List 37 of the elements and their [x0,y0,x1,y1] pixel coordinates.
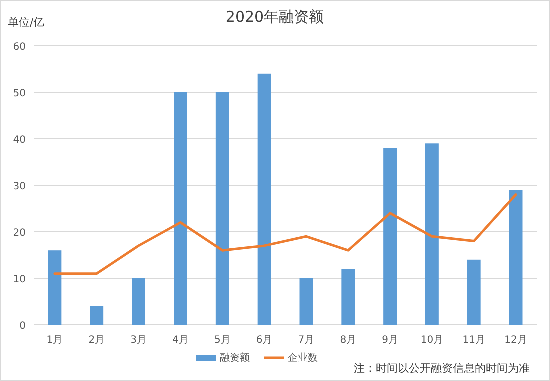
y-tick-label: 30 [13,182,26,192]
bar [90,306,104,325]
bar [300,278,314,325]
y-tick-label: 60 [13,42,26,53]
legend-label: 企业数 [288,352,318,364]
bar [174,92,188,325]
x-tick-label: 12月 [504,335,528,346]
chart-title: 2020年融资额 [226,8,324,26]
bar [467,260,481,325]
bar [216,92,230,325]
text: 注：时间以公开融资信息的时间为准 [354,362,530,375]
legend-label: 融资额 [220,352,250,364]
x-tick-label: 10月 [420,335,444,346]
bar [342,269,356,325]
x-tick-label: 8月 [340,335,357,346]
x-tick-label: 5月 [214,335,231,346]
bar [48,250,62,325]
y-tick-label: 0 [20,321,26,332]
x-tick-label: 9月 [382,335,398,346]
x-tick-label: 3月 [130,335,147,346]
x-tick-label: 11月 [462,335,486,346]
y-tick-label: 50 [13,88,26,100]
y-axis-title: 单位/亿 [8,16,45,29]
x-tick-label: 2月 [88,335,106,346]
bar [384,148,397,325]
bar [132,278,146,325]
y-tick-label: 40 [13,135,26,146]
x-tick-label: 6月 [256,335,273,346]
bar [258,74,272,325]
x-tick-label: 7月 [298,335,315,346]
line-series [54,194,518,276]
y-tick-label: 20 [13,228,26,239]
x-tick-label: 4月 [172,335,189,346]
bar [426,144,439,325]
x-tick-label: 1月 [46,335,64,346]
y-tick-label: 10 [13,274,26,286]
bar [509,190,523,325]
